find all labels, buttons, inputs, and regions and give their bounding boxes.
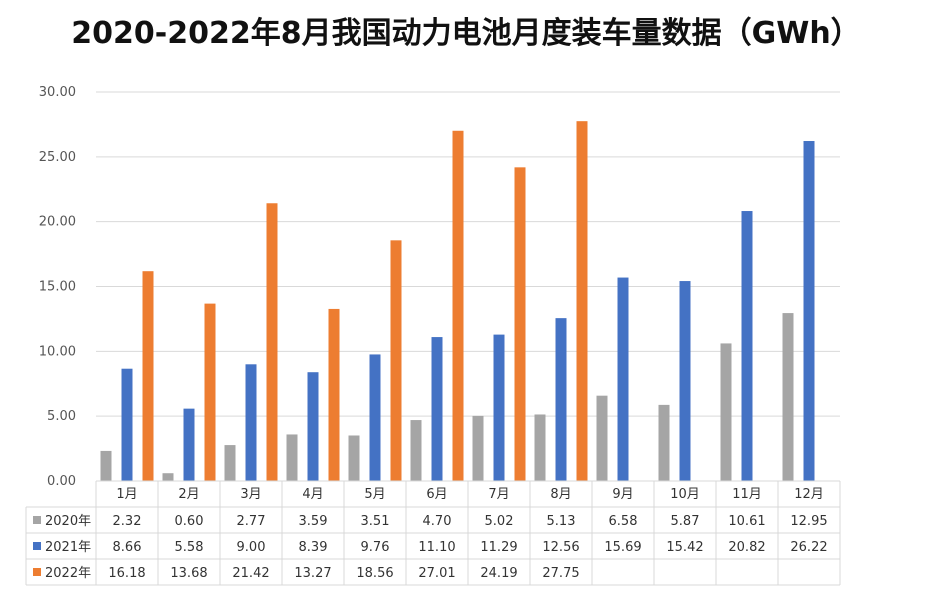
bar-3-6 [452, 130, 464, 482]
x-tick-label: 2月 [178, 487, 199, 502]
data-label: 27.75 [542, 566, 579, 581]
data-label: 18.56 [356, 566, 393, 581]
bar-1-12 [782, 313, 794, 481]
bar-3-1 [142, 271, 154, 481]
bar-3-3 [266, 203, 278, 481]
data-label: 13.27 [294, 566, 331, 581]
y-tick-label: 15.00 [39, 280, 76, 295]
y-tick-label: 30.00 [39, 85, 76, 100]
x-tick-label: 9月 [612, 487, 633, 502]
bar-2-9 [617, 277, 629, 481]
data-label: 12.56 [542, 540, 579, 555]
legend-label: 2022年 [45, 566, 91, 581]
bar-1-4 [286, 434, 298, 481]
y-tick-label: 25.00 [39, 150, 76, 165]
x-tick-label: 1月 [116, 487, 137, 502]
legend-swatch-1 [33, 516, 41, 524]
data-label: 11.10 [418, 540, 455, 555]
data-label: 5.13 [547, 514, 576, 529]
bar-2-1 [121, 368, 133, 481]
data-label: 0.60 [175, 514, 204, 529]
y-tick-label: 0.00 [47, 474, 76, 489]
bar-1-9 [596, 395, 608, 481]
bar-1-2 [162, 473, 174, 481]
data-label: 8.39 [299, 540, 328, 555]
data-label: 26.22 [790, 540, 827, 555]
data-label: 15.42 [666, 540, 703, 555]
bar-2-11 [741, 211, 753, 481]
bar-3-7 [514, 167, 526, 481]
data-label: 20.82 [728, 540, 765, 555]
bar-1-11 [720, 343, 732, 481]
data-label: 2.32 [113, 514, 142, 529]
data-label: 4.70 [423, 514, 452, 529]
data-label: 3.59 [299, 514, 328, 529]
legend-swatch-3 [33, 568, 41, 576]
x-tick-label: 4月 [302, 487, 323, 502]
bar-1-10 [658, 404, 670, 481]
legend-label: 2021年 [45, 540, 91, 555]
y-tick-label: 5.00 [47, 409, 76, 424]
data-label: 5.02 [485, 514, 514, 529]
data-label: 5.87 [671, 514, 700, 529]
data-label: 24.19 [480, 566, 517, 581]
data-label: 16.18 [108, 566, 145, 581]
data-label: 9.00 [237, 540, 266, 555]
data-label: 21.42 [232, 566, 269, 581]
data-label: 27.01 [418, 566, 455, 581]
bar-2-10 [679, 281, 691, 481]
x-tick-label: 8月 [550, 487, 571, 502]
data-label: 9.76 [361, 540, 390, 555]
bar-1-6 [410, 420, 422, 481]
bar-2-8 [555, 318, 567, 481]
x-tick-label: 7月 [488, 487, 509, 502]
data-label: 6.58 [609, 514, 638, 529]
bar-3-2 [204, 303, 216, 481]
data-label: 5.58 [175, 540, 204, 555]
data-label: 13.68 [170, 566, 207, 581]
bar-1-3 [224, 445, 236, 481]
data-label: 3.51 [361, 514, 390, 529]
y-tick-label: 20.00 [39, 215, 76, 230]
chart-title: 2020-2022年8月我国动力电池月度装车量数据（GWh） [71, 16, 861, 51]
bar-2-7 [493, 334, 505, 481]
bar-2-2 [183, 408, 195, 481]
bar-2-3 [245, 364, 257, 481]
data-label: 2.77 [237, 514, 266, 529]
bar-3-4 [328, 308, 340, 481]
data-label: 8.66 [113, 540, 142, 555]
x-tick-label: 5月 [364, 487, 385, 502]
data-label: 10.61 [728, 514, 765, 529]
bar-3-8 [576, 121, 588, 482]
x-tick-label: 12月 [794, 487, 824, 502]
bar-2-4 [307, 372, 319, 481]
bar-2-6 [431, 337, 443, 481]
legend-label: 2020年 [45, 514, 91, 529]
x-tick-label: 3月 [240, 487, 261, 502]
bar-2-12 [803, 141, 815, 481]
x-tick-label: 6月 [426, 487, 447, 502]
bar-3-5 [390, 240, 402, 481]
y-tick-label: 10.00 [39, 344, 76, 359]
data-label: 12.95 [790, 514, 827, 529]
bar-1-1 [100, 450, 112, 481]
x-tick-label: 11月 [732, 487, 762, 502]
bar-1-7 [472, 415, 484, 481]
data-label: 11.29 [480, 540, 517, 555]
legend-swatch-2 [33, 542, 41, 550]
data-label: 15.69 [604, 540, 641, 555]
bar-1-5 [348, 435, 360, 481]
bar-2-5 [369, 354, 381, 481]
bar-1-8 [534, 414, 546, 481]
x-tick-label: 10月 [670, 487, 700, 502]
